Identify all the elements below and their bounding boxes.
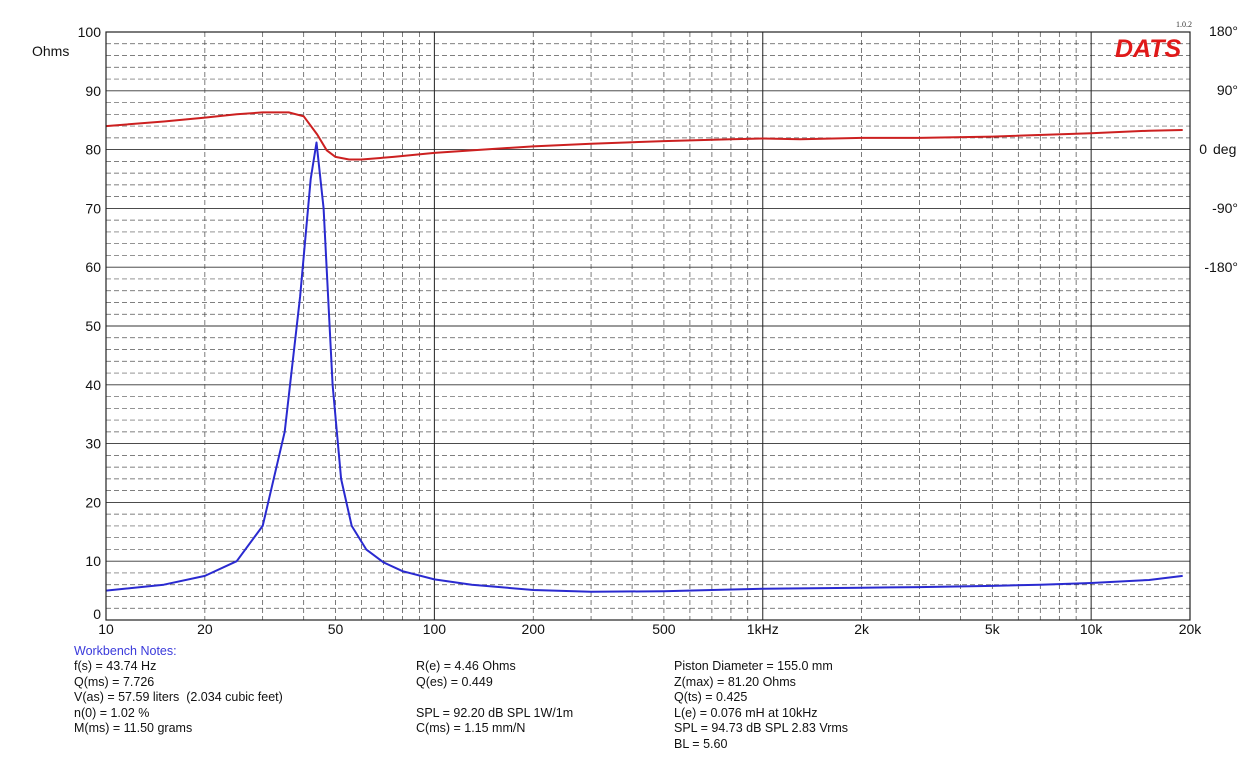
logo-version: 1.0.2 [1176, 20, 1192, 29]
left-y-tick-label: 20 [85, 494, 101, 510]
impedance-curve [105, 141, 1183, 593]
x-tick-label: 200 [522, 621, 546, 637]
note-line: C(ms) = 1.15 mm/N [416, 721, 526, 736]
note-line: V(as) = 57.59 liters (2.034 cubic feet) [74, 690, 283, 705]
notes-title: Workbench Notes: [74, 644, 177, 658]
x-tick-label: 10k [1080, 621, 1104, 637]
x-tick-label: 20 [197, 621, 213, 637]
left-y-tick-label: 100 [78, 24, 102, 40]
note-line: R(e) = 4.46 Ohms [416, 659, 516, 673]
note-line: L(e) = 0.076 mH at 10kHz [674, 705, 818, 720]
x-tick-label: 5k [985, 621, 1001, 637]
left-y-tick-labels: 0 10 20 30 40 50 60 70 80 90 100 [78, 24, 102, 622]
notes-column-3: Piston Diameter = 155.0 mm Z(max) = 81.20… [674, 659, 848, 753]
notes-column-2: R(e) = 4.46 Ohms Q(es) = 0.449 SPL = 92.20… [416, 659, 573, 737]
x-tick-labels: 10 20 50 100 200 500 1kHz 2k 5k 10k 20k [98, 621, 1202, 637]
plot-frame [105, 31, 1191, 621]
left-y-tick-label: 50 [85, 318, 101, 334]
left-y-tick-label: 0 [93, 606, 101, 622]
right-y-tick-label: -180° [1204, 259, 1238, 275]
note-line: M(ms) = 11.50 grams [74, 721, 193, 736]
right-y-tick-label: 90° [1217, 82, 1238, 98]
phase-curve [105, 111, 1183, 161]
left-y-tick-label: 60 [85, 259, 101, 275]
x-tick-label: 100 [423, 621, 447, 637]
series-layer [105, 111, 1183, 593]
note-line: Q(ts) = 0.425 [674, 690, 748, 705]
x-tick-label: 2k [854, 621, 870, 637]
note-line: SPL = 92.20 dB SPL 1W/1m [416, 705, 574, 720]
note-line: Q(es) = 0.449 [416, 674, 493, 689]
right-y-tick-label: 180° [1209, 23, 1238, 39]
right-y-tick-label: 0 [1199, 141, 1207, 157]
left-axis-label: Ohms [32, 43, 69, 59]
notes-column-1: f(s) = 43.74 Hz Q(ms) = 7.726 V(as) = 57.5… [74, 659, 283, 737]
left-y-tick-label: 10 [85, 553, 101, 569]
left-y-tick-label: 40 [85, 377, 101, 393]
note-line: n(0) = 1.02 % [74, 705, 150, 720]
note-line: Piston Diameter = 155.0 mm [674, 659, 833, 673]
impedance-phase-chart: 10 20 50 100 200 500 1kHz 2k 5k 10k 20k 0102030405… [32, 20, 1238, 637]
left-y-tick-label: 70 [85, 200, 101, 216]
grid [106, 32, 1191, 620]
x-tick-label: 1kHz [747, 621, 779, 637]
x-tick-label: 500 [652, 621, 676, 637]
x-tick-label: 20k [1179, 621, 1203, 637]
note-line: Q(ms) = 7.726 [74, 674, 155, 689]
x-tick-label: 50 [328, 621, 344, 637]
left-y-tick-label: 90 [85, 83, 101, 99]
left-y-tick-label: 80 [85, 142, 101, 158]
dats-logo: DATS [1115, 35, 1182, 63]
note-line: Z(max) = 81.20 Ohms [674, 674, 796, 689]
x-tick-label: 10 [98, 621, 114, 637]
right-y-tick-labels: 180° 90° 0 -90° -180° [1199, 23, 1238, 275]
note-line: f(s) = 43.74 Hz [74, 659, 157, 673]
note-line: BL = 5.60 [674, 736, 728, 751]
right-y-tick-label: -90° [1212, 200, 1238, 216]
left-y-tick-label: 30 [85, 436, 101, 452]
note-line: SPL = 94.73 dB SPL 2.83 Vrms [674, 721, 849, 736]
right-axis-label: deg [1213, 141, 1236, 157]
note-line [416, 690, 573, 706]
